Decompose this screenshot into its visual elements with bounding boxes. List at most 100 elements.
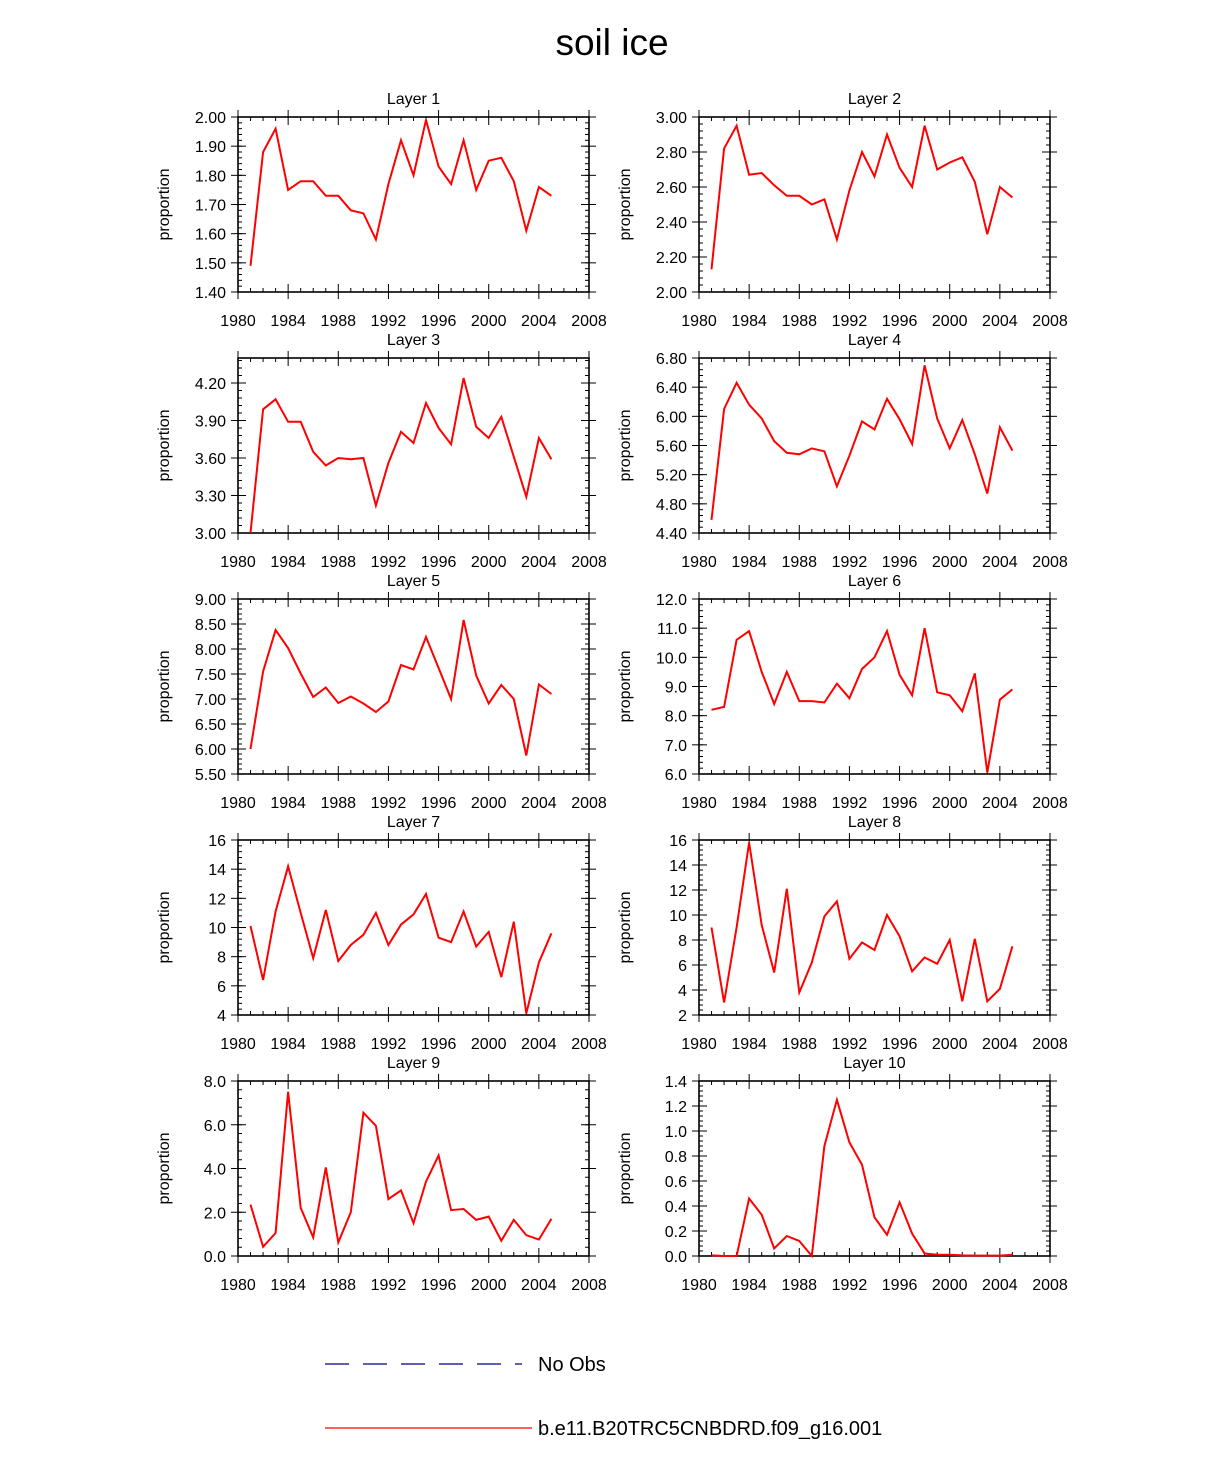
panel-1-series-line (249, 119, 552, 266)
panel-1-xtick-label: 1992 (371, 313, 407, 330)
panel-8-title: Layer 8 (848, 814, 901, 831)
panel-2-xtick-label: 1984 (731, 313, 767, 330)
panel-5-ytick-label: 8.50 (195, 617, 226, 634)
panel-3-xtick-label: 1996 (421, 554, 457, 571)
panel-6-ytick-label: 9.0 (665, 680, 687, 697)
panel-3-xtick-label: 1984 (270, 554, 306, 571)
panel-10-ytick-label: 0.0 (665, 1249, 687, 1266)
panel-1-xtick-label: 1980 (220, 313, 256, 330)
panel-4-ytick-label: 5.20 (656, 468, 687, 485)
panel-6-series-line (711, 628, 1014, 773)
panel-9-xtick-label: 2008 (571, 1277, 607, 1294)
panel-10-ylabel: proportion (617, 1132, 634, 1204)
panel-2-series-line (710, 122, 1014, 270)
panel-6-xtick-label: 2000 (932, 795, 968, 812)
panel-6-xtick-label: 1996 (882, 795, 918, 812)
panel-4-title: Layer 4 (848, 332, 901, 349)
panel-7-frame (237, 839, 590, 1016)
panel-5-xtick-label: 1988 (320, 795, 356, 812)
panel-3-ylabel: proportion (156, 409, 173, 481)
panel-9-ylabel: proportion (156, 1132, 173, 1204)
panel-7-ytick-label: 10 (208, 921, 226, 938)
panel-7-xtick-label: 1980 (220, 1036, 256, 1053)
panel-6-xtick-label: 1988 (781, 795, 817, 812)
panel-6-ytick-label: 7.0 (665, 738, 687, 755)
panel-3-ytick-label: 3.90 (195, 414, 226, 431)
panel-1-ytick-label: 1.70 (195, 198, 226, 215)
panel-3-xtick-label: 1980 (220, 554, 256, 571)
panel-1-xtick-label: 2008 (571, 313, 607, 330)
panel-6-ytick-label: 6.0 (665, 767, 687, 784)
panel-6-ytick-label: 8.0 (665, 709, 687, 726)
panel-5-ytick-label: 6.00 (195, 742, 226, 759)
panel-9-ytick-label: 6.0 (204, 1118, 226, 1135)
panel-9-xtick-label: 1984 (270, 1277, 306, 1294)
panel-2-ytick-label: 2.80 (656, 145, 687, 162)
panel-5-series-line (249, 619, 553, 756)
panel-2-xtick-label: 1992 (832, 313, 868, 330)
panel-3-title: Layer 3 (387, 332, 440, 349)
panel-2-ytick-label: 2.40 (656, 215, 687, 232)
panel-10-xtick-label: 1988 (781, 1277, 817, 1294)
panel-8-xtick-label: 2008 (1032, 1036, 1068, 1053)
panel-1-ytick-label: 2.00 (195, 110, 226, 127)
panel-4-ytick-label: 4.40 (656, 526, 687, 543)
panel-5-xtick-label: 1984 (270, 795, 306, 812)
panel-7-xtick-label: 2008 (571, 1036, 607, 1053)
panel-9-ytick-label: 8.0 (204, 1074, 226, 1091)
panel-1-xtick-label: 1996 (421, 313, 457, 330)
panel-4-xtick-label: 1984 (731, 554, 767, 571)
panel-3-ytick-label: 3.30 (195, 489, 226, 506)
panel-5-xtick-label: 2004 (521, 795, 557, 812)
panel-3-xtick-label: 2000 (471, 554, 507, 571)
panel-4-xtick-label: 1992 (832, 554, 868, 571)
panel-6-ytick-label: 10.0 (656, 650, 687, 667)
panel-9-title: Layer 9 (387, 1055, 440, 1072)
panel-6-ytick-label: 12.0 (656, 592, 687, 609)
panel-10-xtick-label: 1996 (882, 1277, 918, 1294)
panel-8-xtick-label: 1996 (882, 1036, 918, 1053)
legend-model-label: b.e11.B20TRC5CNBDRD.f09_g16.001 (538, 1418, 882, 1440)
panel-7-series-line (249, 862, 553, 1014)
panel-1-xtick-label: 1988 (320, 313, 356, 330)
panel-1-ylabel: proportion (156, 168, 173, 240)
panel-1-ytick-label: 1.60 (195, 227, 226, 244)
panel-5-ylabel: proportion (156, 650, 173, 722)
panel-2-ytick-label: 3.00 (656, 110, 687, 127)
panel-8-xtick-label: 1980 (681, 1036, 717, 1053)
panel-5-ytick-label: 7.50 (195, 667, 226, 684)
panel-1-title: Layer 1 (387, 91, 440, 108)
panel-8-ytick-label: 8 (678, 933, 687, 950)
panel-5-xtick-label: 1996 (421, 795, 457, 812)
panel-2-xtick-label: 2008 (1032, 313, 1068, 330)
panel-10-ytick-label: 0.8 (665, 1149, 687, 1166)
panel-2-xtick-label: 1980 (681, 313, 717, 330)
panel-7-xtick-label: 2000 (471, 1036, 507, 1053)
panel-7-ytick-label: 6 (217, 979, 226, 996)
panel-8-ytick-label: 4 (678, 983, 687, 1000)
panel-7-xtick-label: 1988 (320, 1036, 356, 1053)
panel-6-xtick-label: 1992 (832, 795, 868, 812)
panel-4-xtick-label: 2004 (982, 554, 1018, 571)
panel-2-ytick-label: 2.00 (656, 285, 687, 302)
panel-5-title: Layer 5 (387, 573, 440, 590)
panel-7-ytick-label: 4 (217, 1008, 226, 1025)
panel-10-frame (698, 1080, 1051, 1257)
panel-3-xtick-label: 1988 (320, 554, 356, 571)
panel-10-xtick-label: 1984 (731, 1277, 767, 1294)
panel-10-xtick-label: 1992 (832, 1277, 868, 1294)
panel-5-ytick-label: 5.50 (195, 767, 226, 784)
panel-5-ytick-label: 9.00 (195, 592, 226, 609)
panel-8-xtick-label: 1992 (832, 1036, 868, 1053)
panel-2-ylabel: proportion (617, 168, 634, 240)
panel-8-series-line (710, 842, 1014, 1004)
panel-2-xtick-label: 1988 (781, 313, 817, 330)
panel-10-ytick-label: 1.2 (665, 1099, 687, 1116)
panel-7-xtick-label: 1992 (371, 1036, 407, 1053)
panel-9-xtick-label: 2000 (471, 1277, 507, 1294)
panel-5-frame (237, 598, 590, 775)
panel-9-xtick-label: 2004 (521, 1277, 557, 1294)
panel-10-title: Layer 10 (843, 1055, 905, 1072)
panel-6-ytick-label: 11.0 (657, 621, 687, 638)
panel-2-title: Layer 2 (848, 91, 901, 108)
